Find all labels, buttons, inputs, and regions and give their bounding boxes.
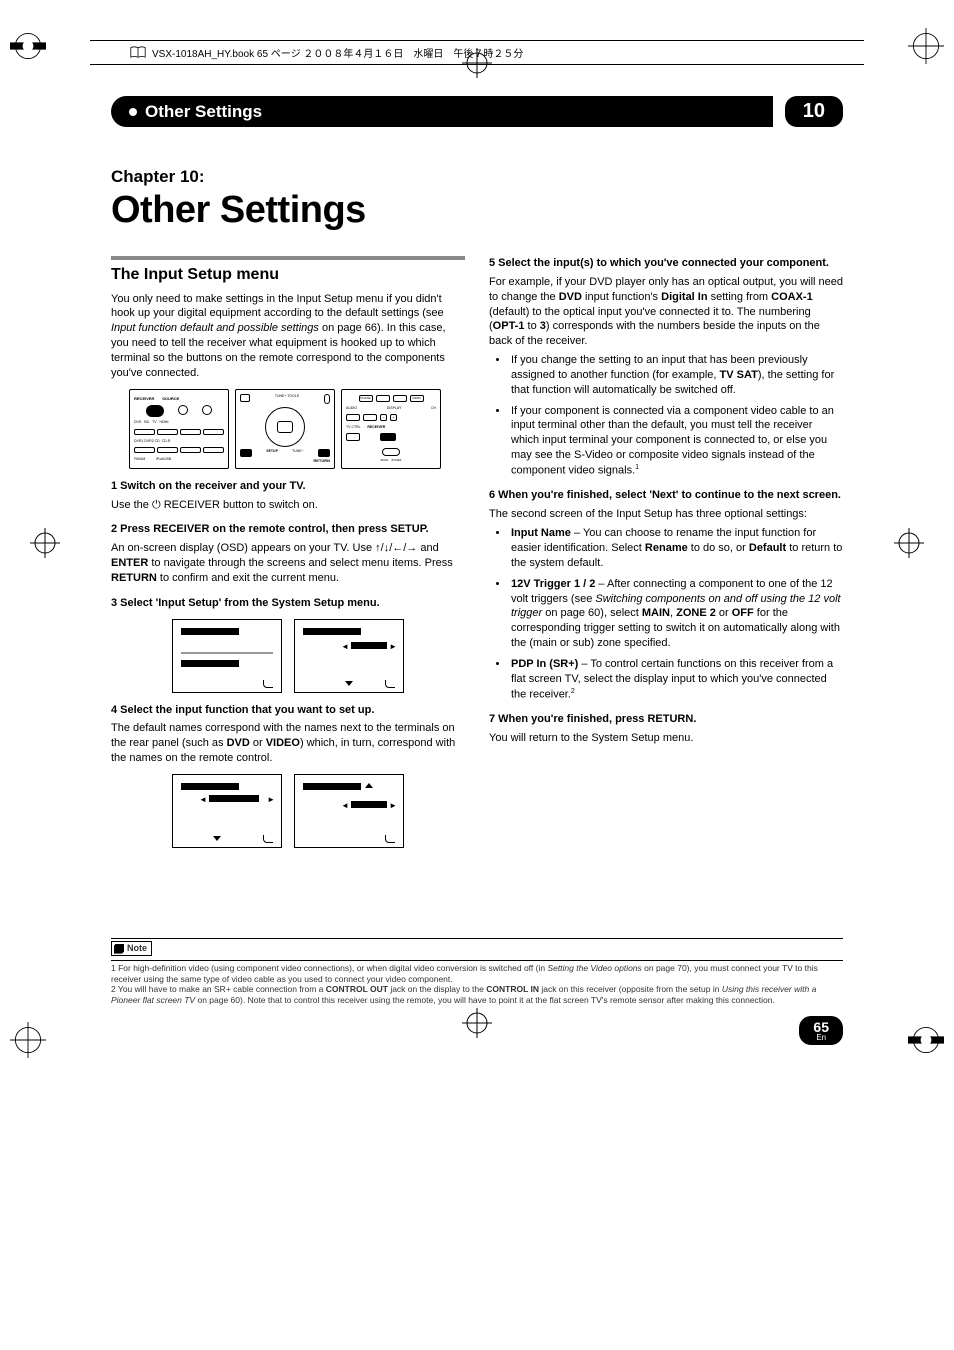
list-item: 12V Trigger 1 / 2 – After connecting a c… [509, 577, 843, 651]
bullet-list: Input Name – You can choose to rename th… [489, 526, 843, 702]
body-text: An on-screen display (OSD) appears on yo… [111, 541, 465, 586]
page-footer: 65 En [111, 1016, 843, 1045]
osd-diagram: ◄ ► [111, 619, 465, 693]
body-text: You only need to make settings in the In… [111, 292, 465, 381]
down-arrow-icon [213, 836, 221, 841]
body-text: You will return to the System Setup menu… [489, 731, 843, 746]
step-heading: 2 Press RECEIVER on the remote control, … [111, 522, 465, 537]
book-header: VSX-1018AH_HY.book 65 ページ ２００８年４月１６日 水曜日… [90, 40, 864, 65]
body-text: Use the ⏻ RECEIVER button to switch on. [111, 498, 465, 513]
page-number-badge: 65 En [799, 1016, 843, 1045]
bullet-icon [129, 108, 137, 116]
section-title: Other Settings [145, 102, 262, 122]
return-icon [263, 680, 273, 688]
book-icon [130, 46, 146, 60]
step-heading: 7 When you're finished, press RETURN. [489, 712, 843, 727]
body-text: The default names correspond with the na… [111, 721, 465, 766]
up-arrow-icon [365, 783, 373, 788]
subsection-title: The Input Setup menu [111, 256, 465, 286]
footnote: 1 For high-definition video (using compo… [111, 963, 843, 984]
pencil-icon [114, 944, 124, 954]
step-heading: 5 Select the input(s) to which you've co… [489, 256, 843, 271]
osd-diagram: ◄ ► ◄ ► [111, 774, 465, 848]
remote-diagram: RECEIVER SOURCE DVD BD TV HDMI DVR1 DVR2… [129, 389, 465, 469]
remote-panel-1: RECEIVER SOURCE DVD BD TV HDMI DVR1 DVR2… [129, 389, 229, 469]
section-title-pill: Other Settings [111, 96, 773, 127]
chapter-badge: 10 [785, 96, 843, 127]
body-text: The second screen of the Input Setup has… [489, 507, 843, 522]
dpad-icon [265, 407, 305, 447]
list-item: If your component is connected via a com… [509, 404, 843, 479]
osd-screen: ◄ ► [294, 774, 404, 848]
chapter-label: Chapter 10: [111, 167, 843, 187]
note-tag: Note [111, 941, 152, 956]
book-header-text: VSX-1018AH_HY.book 65 ページ ２００８年４月１６日 水曜日… [152, 45, 523, 60]
list-item: If you change the setting to an input th… [509, 353, 843, 398]
return-icon [385, 680, 395, 688]
header-bar: Other Settings 10 [111, 96, 843, 127]
return-icon [385, 835, 395, 843]
step-heading: 1 Switch on the receiver and your TV. [111, 479, 465, 494]
list-item: Input Name – You can choose to rename th… [509, 526, 843, 571]
down-arrow-icon [345, 681, 353, 686]
footnote: 2 You will have to make an SR+ cable con… [111, 984, 843, 1005]
body-text: For example, if your DVD player only has… [489, 275, 843, 349]
osd-screen: ◄ ► [294, 619, 404, 693]
remote-panel-3: PHASE DIMM AUDIODISPLAYCH − + TV CT [341, 389, 441, 469]
list-item: PDP In (SR+) – To control certain functi… [509, 657, 843, 702]
footnote-section: Note 1 For high-definition video (using … [111, 938, 843, 1006]
return-icon [263, 835, 273, 843]
osd-screen: ◄ ► [172, 774, 282, 848]
osd-screen [172, 619, 282, 693]
step-heading: 6 When you're finished, select 'Next' to… [489, 488, 843, 503]
right-column: 5 Select the input(s) to which you've co… [489, 256, 843, 858]
left-column: The Input Setup menu You only need to ma… [111, 256, 465, 858]
step-heading: 4 Select the input function that you wan… [111, 703, 465, 718]
remote-panel-2: TUNE+ TOOLS SETUPTUNE− RETURN [235, 389, 335, 469]
chapter-title: Other Settings [111, 189, 843, 232]
step-heading: 3 Select 'Input Setup' from the System S… [111, 596, 465, 611]
bullet-list: If you change the setting to an input th… [489, 353, 843, 478]
